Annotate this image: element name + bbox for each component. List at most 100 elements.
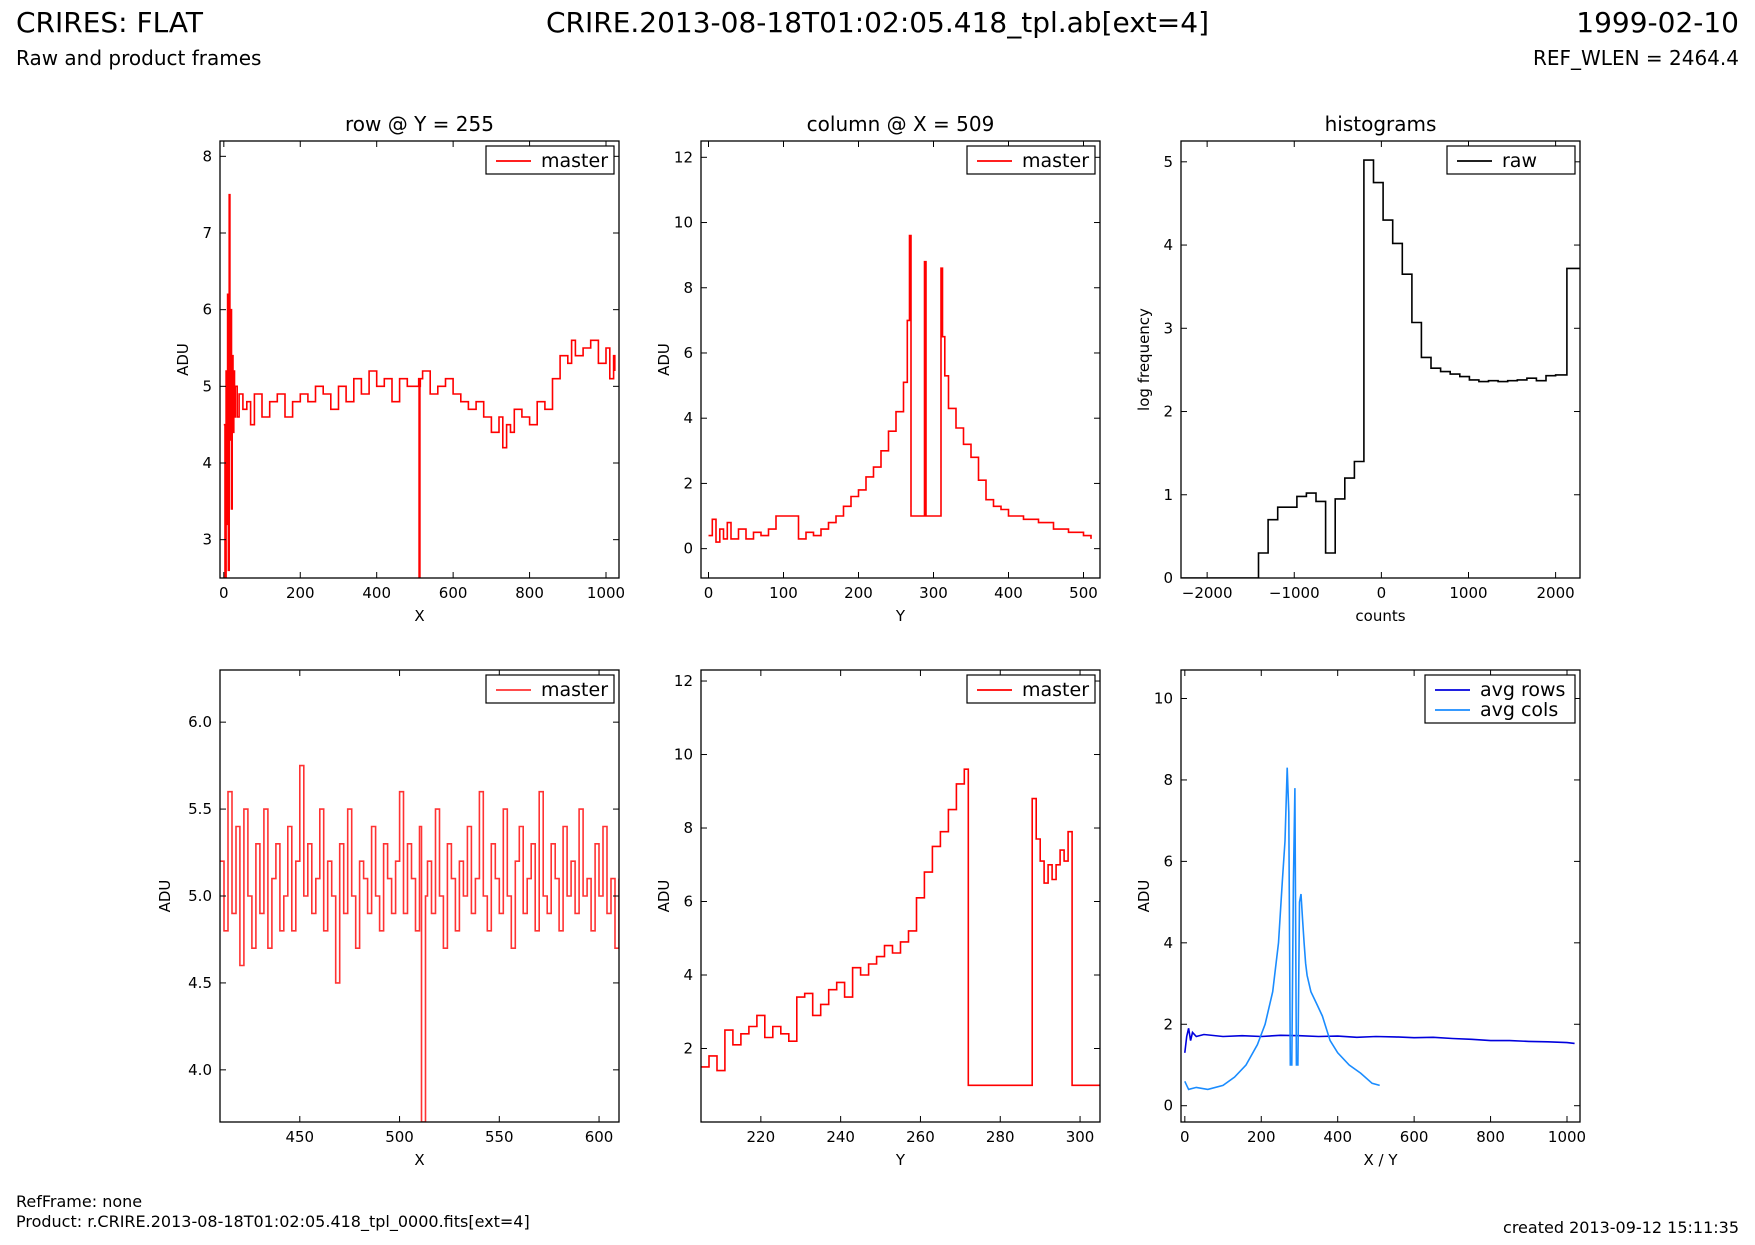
x-tick-label: 1000 bbox=[1548, 1128, 1586, 1146]
chart-title: row @ Y = 255 bbox=[345, 112, 494, 136]
legend-box bbox=[966, 674, 1096, 704]
y-tick-label: 0 bbox=[683, 540, 693, 558]
legend: master bbox=[966, 674, 1096, 704]
series-line-master bbox=[701, 768, 1100, 1087]
y-tick-label: 4 bbox=[1163, 236, 1173, 254]
y-tick-label: 5.5 bbox=[188, 800, 212, 818]
y-tick-label: 2 bbox=[683, 474, 693, 492]
x-tick-label: 220 bbox=[747, 1128, 776, 1146]
y-tick-label: 6 bbox=[202, 301, 212, 319]
series-line-avg-rows bbox=[1184, 1028, 1575, 1053]
x-tick-label: 0 bbox=[1180, 1128, 1190, 1146]
file-title: CRIRE.2013-08-18T01:02:05.418_tpl.ab[ext… bbox=[545, 6, 1209, 39]
x-tick-label: 800 bbox=[515, 584, 544, 602]
y-tick-label: 7 bbox=[202, 224, 212, 242]
y-tick-label: 3 bbox=[1163, 319, 1173, 337]
y-tick-label: 8 bbox=[202, 147, 212, 165]
y-axis-label: ADU bbox=[156, 880, 174, 913]
created-label: created 2013-09-12 15:11:35 bbox=[1503, 1218, 1739, 1237]
x-tick-label: 240 bbox=[826, 1128, 855, 1146]
figure-title: CRIRES: FLAT bbox=[16, 6, 203, 39]
chart-avg: 0 200 400 600 800 1000 0 2 4 6 8 10 X / Y ADU avg rows… bbox=[1135, 669, 1586, 1169]
x-tick-label: −2000 bbox=[1182, 584, 1233, 602]
y-tick-label: 10 bbox=[1154, 690, 1173, 708]
y-tick-label: 4.5 bbox=[188, 974, 212, 992]
series-line-avg-cols bbox=[1184, 767, 1380, 1091]
x-axis-label: X bbox=[414, 1151, 424, 1169]
y-tick-label: 8 bbox=[1163, 771, 1173, 789]
legend-label: master bbox=[1022, 679, 1089, 701]
y-axis-label: ADU bbox=[655, 880, 673, 913]
y-tick-label: 6 bbox=[683, 344, 693, 362]
x-tick-label: 0 bbox=[704, 584, 714, 602]
chart-row_full: 0 200 400 600 800 1000 3 4 5 6 7 8 X ADU row @ Y = 255… bbox=[174, 112, 625, 625]
x-tick-label: 0 bbox=[219, 584, 229, 602]
plot-frame bbox=[700, 140, 1101, 579]
figure-subtitle: Raw and product frames bbox=[16, 46, 262, 70]
x-tick-label: 1000 bbox=[587, 584, 625, 602]
y-tick-label: 10 bbox=[674, 214, 693, 232]
product-label: Product: r.CRIRE.2013-08-18T01:02:05.418… bbox=[16, 1212, 530, 1231]
x-tick-label: 300 bbox=[919, 584, 948, 602]
x-tick-label: 400 bbox=[362, 584, 391, 602]
x-axis-label: X bbox=[414, 607, 424, 625]
series-line-raw bbox=[1181, 159, 1580, 578]
x-tick-label: 500 bbox=[385, 1128, 414, 1146]
legend-box bbox=[485, 674, 615, 704]
y-tick-label: 2 bbox=[683, 1040, 693, 1058]
y-axis-label: log frequency bbox=[1135, 308, 1153, 411]
x-tick-label: 200 bbox=[1247, 1128, 1276, 1146]
legend: master bbox=[485, 145, 615, 175]
x-tick-label: 300 bbox=[1066, 1128, 1095, 1146]
x-tick-label: −1000 bbox=[1269, 584, 1320, 602]
legend: raw bbox=[1446, 145, 1576, 175]
x-tick-label: 550 bbox=[485, 1128, 514, 1146]
plot-frame bbox=[1180, 140, 1581, 579]
series-line-master bbox=[220, 764, 619, 1122]
legend-label: master bbox=[541, 150, 608, 172]
chart-col_full: 0 100 200 300 400 500 0 2 4 6 8 10 12 Y ADU column @ X … bbox=[655, 112, 1101, 625]
legend-label: raw bbox=[1502, 150, 1537, 172]
x-axis-label: X / Y bbox=[1363, 1151, 1398, 1169]
legend-label: master bbox=[1022, 150, 1089, 172]
series-line-master bbox=[708, 234, 1092, 543]
chart-col_zoom: 220 240 260 280 300 2 4 6 8 10 12 Y ADU master bbox=[655, 669, 1101, 1169]
y-tick-label: 2 bbox=[1163, 403, 1173, 421]
y-tick-label: 10 bbox=[674, 746, 693, 764]
y-tick-label: 4 bbox=[202, 454, 212, 472]
refframe-label: RefFrame: none bbox=[16, 1192, 143, 1211]
chart-row_zoom: 450 500 550 600 4.0 4.5 5.0 5.5 6.0 X ADU master bbox=[156, 669, 620, 1169]
y-tick-label: 4 bbox=[1163, 934, 1173, 952]
plot-frame bbox=[219, 140, 620, 579]
y-tick-label: 12 bbox=[674, 148, 693, 166]
x-tick-label: 450 bbox=[285, 1128, 314, 1146]
chart-hist: −2000 −1000 0 1000 2000 0 1 2 3 4 5 counts log frequ… bbox=[1135, 112, 1581, 625]
legend-label: master bbox=[541, 679, 608, 701]
plot-frame bbox=[1180, 669, 1581, 1123]
y-tick-label: 0 bbox=[1163, 569, 1173, 587]
x-tick-label: 1000 bbox=[1449, 584, 1487, 602]
date-label: 1999-02-10 bbox=[1576, 6, 1739, 39]
x-axis-label: Y bbox=[895, 1151, 906, 1169]
x-tick-label: 800 bbox=[1476, 1128, 1505, 1146]
x-tick-label: 100 bbox=[769, 584, 798, 602]
y-tick-label: 6.0 bbox=[188, 713, 212, 731]
series-line-master bbox=[223, 193, 616, 578]
y-tick-label: 4.0 bbox=[188, 1061, 212, 1079]
x-tick-label: 600 bbox=[439, 584, 468, 602]
plot-frame bbox=[700, 669, 1101, 1123]
x-tick-label: 280 bbox=[986, 1128, 1015, 1146]
legend-box bbox=[966, 145, 1096, 175]
x-tick-label: 260 bbox=[906, 1128, 935, 1146]
y-axis-label: ADU bbox=[174, 343, 192, 376]
x-tick-label: 400 bbox=[994, 584, 1023, 602]
y-axis-label: ADU bbox=[1135, 880, 1153, 913]
x-axis-label: Y bbox=[895, 607, 906, 625]
legend-box bbox=[1446, 145, 1576, 175]
x-tick-label: 600 bbox=[1400, 1128, 1429, 1146]
chart-title: column @ X = 509 bbox=[807, 112, 995, 136]
y-tick-label: 8 bbox=[683, 279, 693, 297]
y-tick-label: 0 bbox=[1163, 1097, 1173, 1115]
